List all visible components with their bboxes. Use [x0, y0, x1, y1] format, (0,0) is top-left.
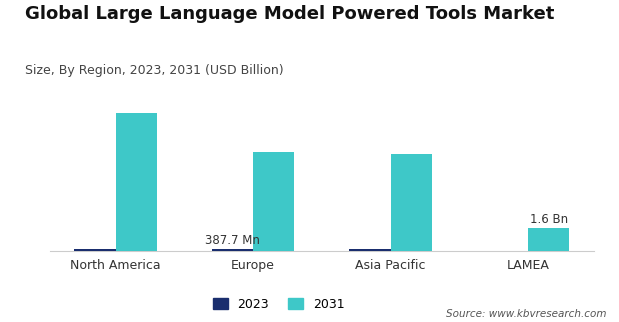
Bar	[391, 154, 432, 251]
Text: Size, By Region, 2023, 2031 (USD Billion): Size, By Region, 2023, 2031 (USD Billion…	[25, 64, 284, 77]
Text: Global Large Language Model Powered Tools Market: Global Large Language Model Powered Tool…	[25, 5, 554, 23]
Legend: 2023, 2031: 2023, 2031	[207, 293, 350, 316]
Text: Source: www.kbvresearch.com: Source: www.kbvresearch.com	[446, 309, 607, 319]
Bar	[253, 152, 295, 251]
Bar	[74, 249, 116, 251]
Text: 387.7 Mn: 387.7 Mn	[205, 234, 260, 247]
Bar	[116, 113, 157, 251]
Bar	[212, 249, 253, 251]
Bar	[349, 249, 391, 251]
Text: 1.6 Bn: 1.6 Bn	[530, 213, 568, 226]
Bar	[528, 228, 569, 251]
